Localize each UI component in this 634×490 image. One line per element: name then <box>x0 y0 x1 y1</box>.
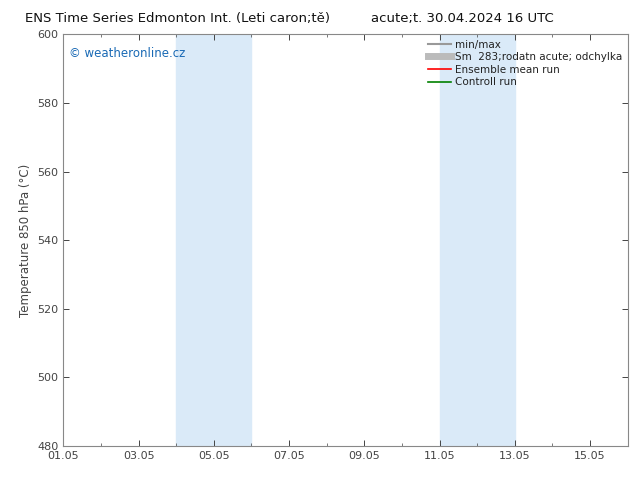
Y-axis label: Temperature 850 hPa (°C): Temperature 850 hPa (°C) <box>19 164 32 317</box>
Bar <box>176 34 252 446</box>
Bar <box>439 34 515 446</box>
Text: © weatheronline.cz: © weatheronline.cz <box>69 47 185 60</box>
Text: acute;t. 30.04.2024 16 UTC: acute;t. 30.04.2024 16 UTC <box>372 12 554 25</box>
Text: ENS Time Series Edmonton Int. (Leti caron;tě): ENS Time Series Edmonton Int. (Leti caro… <box>25 12 330 25</box>
Legend: min/max, Sm  283;rodatn acute; odchylka, Ensemble mean run, Controll run: min/max, Sm 283;rodatn acute; odchylka, … <box>425 36 626 91</box>
